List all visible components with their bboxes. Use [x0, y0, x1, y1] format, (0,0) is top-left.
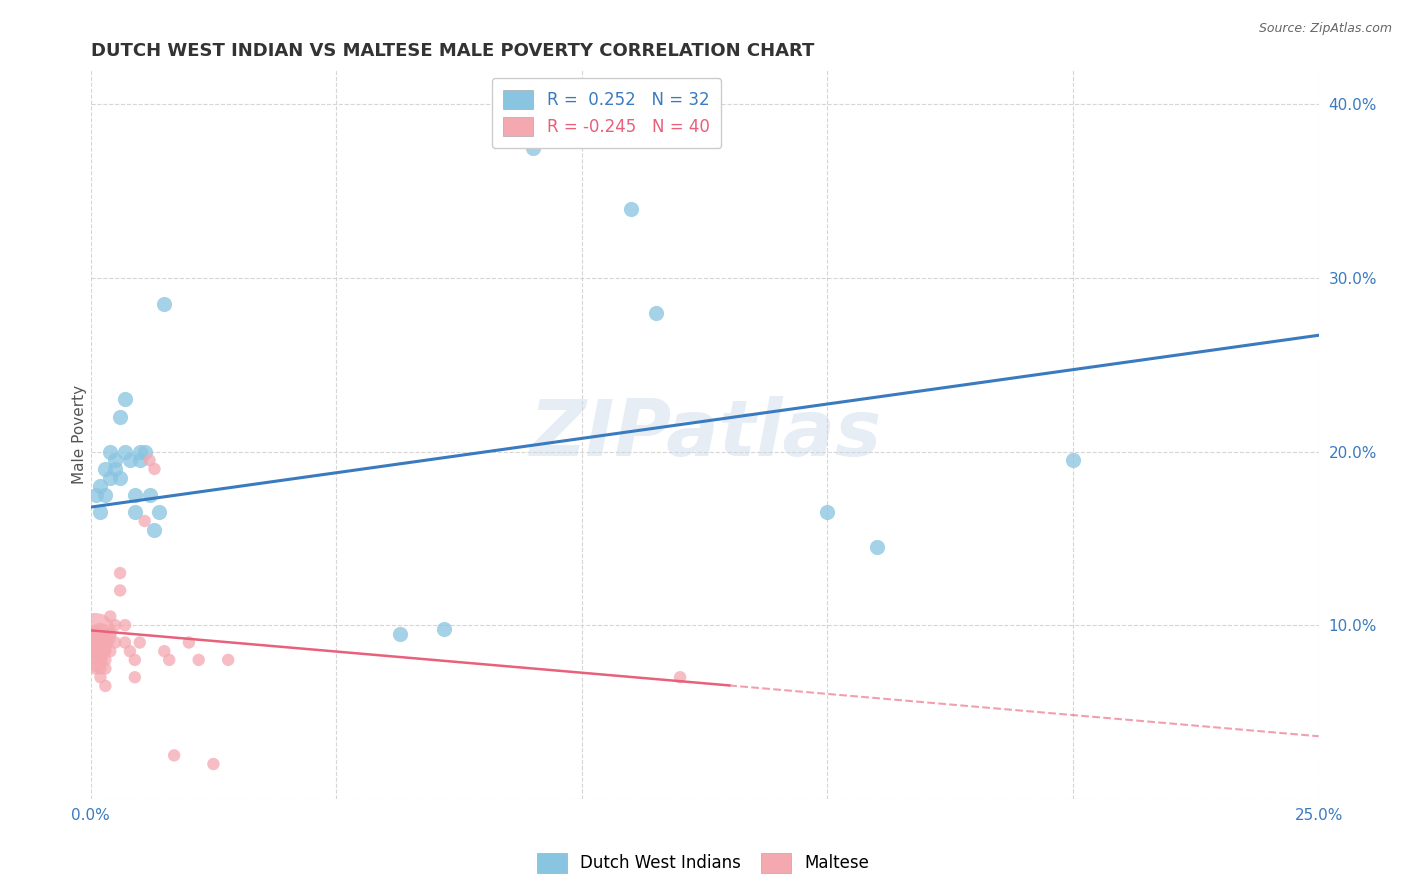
Point — [124, 670, 146, 684]
Point — [153, 297, 176, 311]
Point — [104, 453, 127, 467]
Point — [202, 757, 225, 772]
Point — [138, 453, 160, 467]
Point — [89, 662, 111, 676]
Point — [134, 444, 156, 458]
Point — [104, 635, 127, 649]
Point — [98, 444, 121, 458]
Point — [128, 444, 150, 458]
Point — [84, 653, 107, 667]
Point — [124, 653, 146, 667]
Point — [108, 566, 131, 580]
Point — [89, 670, 111, 684]
Point — [94, 653, 117, 667]
Point — [98, 609, 121, 624]
Point — [124, 505, 146, 519]
Point — [114, 635, 136, 649]
Text: DUTCH WEST INDIAN VS MALTESE MALE POVERTY CORRELATION CHART: DUTCH WEST INDIAN VS MALTESE MALE POVERT… — [90, 42, 814, 60]
Point — [98, 644, 121, 658]
Point — [124, 488, 146, 502]
Point — [84, 635, 107, 649]
Point — [644, 306, 666, 320]
Point — [669, 670, 692, 684]
Point — [865, 540, 887, 554]
Point — [118, 644, 141, 658]
Point — [114, 444, 136, 458]
Legend: Dutch West Indians, Maltese: Dutch West Indians, Maltese — [530, 847, 876, 880]
Point — [128, 635, 150, 649]
Point — [84, 644, 107, 658]
Point — [433, 622, 456, 636]
Point — [89, 479, 111, 493]
Point — [108, 470, 131, 484]
Point — [94, 644, 117, 658]
Point — [128, 453, 150, 467]
Legend: R =  0.252   N = 32, R = -0.245   N = 40: R = 0.252 N = 32, R = -0.245 N = 40 — [492, 78, 721, 148]
Point — [522, 141, 544, 155]
Point — [94, 635, 117, 649]
Point — [94, 679, 117, 693]
Point — [84, 662, 107, 676]
Y-axis label: Male Poverty: Male Poverty — [72, 384, 87, 483]
Point — [108, 583, 131, 598]
Point — [148, 505, 170, 519]
Point — [177, 635, 200, 649]
Point — [89, 644, 111, 658]
Point — [817, 505, 839, 519]
Point — [1062, 453, 1084, 467]
Text: ZIPatlas: ZIPatlas — [529, 396, 880, 472]
Point — [134, 514, 156, 528]
Point — [89, 653, 111, 667]
Point — [89, 635, 111, 649]
Point — [84, 627, 107, 641]
Point — [620, 202, 643, 216]
Point — [84, 488, 107, 502]
Point — [114, 618, 136, 632]
Point — [104, 618, 127, 632]
Point — [217, 653, 239, 667]
Point — [187, 653, 209, 667]
Point — [389, 627, 412, 641]
Point — [89, 627, 111, 641]
Point — [118, 453, 141, 467]
Point — [89, 505, 111, 519]
Point — [94, 488, 117, 502]
Point — [153, 644, 176, 658]
Point — [98, 470, 121, 484]
Point — [104, 462, 127, 476]
Point — [94, 662, 117, 676]
Point — [138, 488, 160, 502]
Point — [157, 653, 180, 667]
Point — [143, 462, 166, 476]
Point — [108, 409, 131, 424]
Point — [163, 748, 186, 763]
Point — [114, 392, 136, 407]
Text: Source: ZipAtlas.com: Source: ZipAtlas.com — [1258, 22, 1392, 36]
Point — [98, 627, 121, 641]
Point — [94, 462, 117, 476]
Point — [143, 523, 166, 537]
Point — [571, 106, 593, 120]
